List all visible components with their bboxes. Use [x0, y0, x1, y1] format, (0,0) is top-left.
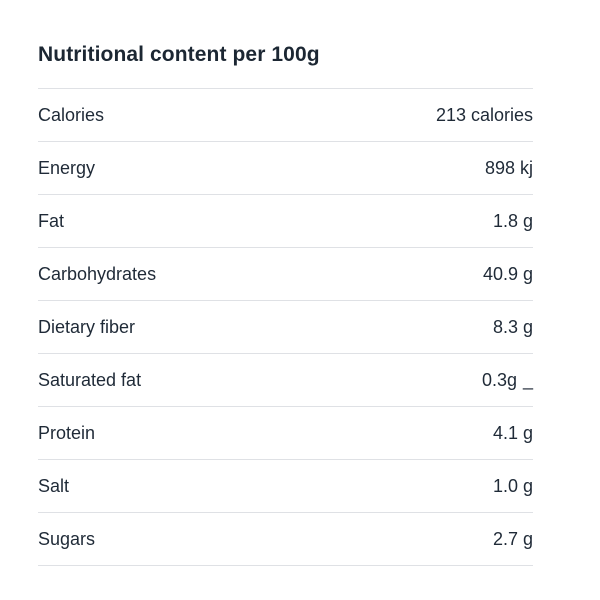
row-label: Sugars: [38, 528, 96, 549]
row-label: Energy: [38, 157, 96, 178]
row-value[interactable]: 213 calories: [435, 104, 533, 125]
row-label: Fat: [38, 210, 65, 231]
table-row: Protein 4.1 g: [38, 407, 533, 460]
row-label: Salt: [38, 475, 70, 496]
row-value[interactable]: 0.3g _: [481, 369, 533, 390]
row-label: Saturated fat: [38, 369, 142, 390]
row-value[interactable]: 8.3 g: [492, 316, 533, 337]
table-row: Dietary fiber 8.3 g: [38, 301, 533, 354]
nutrition-table: Calories 213 calories Energy 898 kj Fat 1.8 g…: [38, 88, 533, 566]
row-label: Dietary fiber: [38, 316, 136, 337]
table-row: Carbohydrates 40.9 g: [38, 248, 533, 301]
row-label: Protein: [38, 422, 96, 443]
table-row: Sugars 2.7 g: [38, 513, 533, 566]
row-value[interactable]: 2.7 g: [492, 528, 533, 549]
nutrition-panel: Nutritional content per 100g Calories 213…: [38, 0, 533, 566]
text-cursor: _: [522, 369, 533, 390]
table-row: Fat 1.8 g: [38, 195, 533, 248]
page-title: Nutritional content per 100g: [38, 43, 320, 66]
row-value[interactable]: 40.9 g: [482, 263, 533, 284]
table-row: Salt 1.0 g: [38, 460, 533, 513]
row-label: Calories: [38, 104, 105, 125]
table-row: Saturated fat 0.3g _: [38, 354, 533, 407]
row-value[interactable]: 898 kj: [484, 157, 533, 178]
table-row: Calories 213 calories: [38, 89, 533, 142]
row-value[interactable]: 1.8 g: [492, 210, 533, 231]
row-value[interactable]: 4.1 g: [492, 422, 533, 443]
table-row: Energy 898 kj: [38, 142, 533, 195]
row-value[interactable]: 1.0 g: [492, 475, 533, 496]
row-label: Carbohydrates: [38, 263, 157, 284]
